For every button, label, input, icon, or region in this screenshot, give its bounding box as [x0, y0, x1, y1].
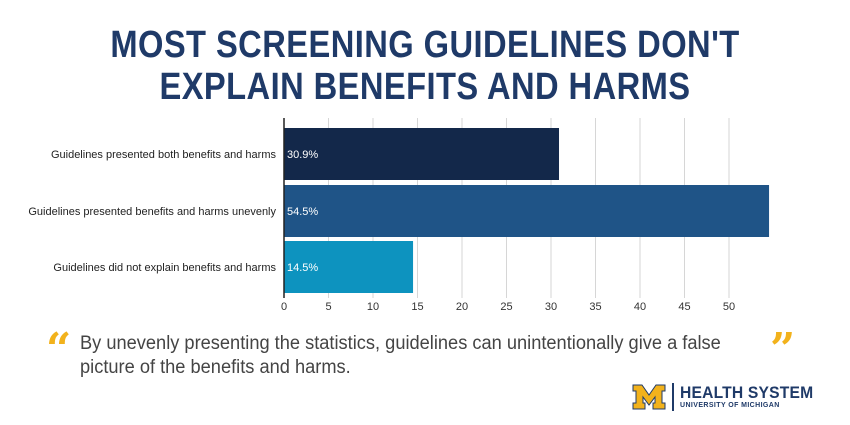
- logo-divider: [672, 383, 674, 411]
- x-tick-label: 35: [589, 301, 601, 313]
- category-label: Guidelines did not explain benefits and …: [53, 262, 276, 274]
- close-quote-icon: ”: [770, 324, 796, 375]
- data-labels: 30.9% 54.5% 14.5%: [287, 149, 318, 274]
- logo-sub-text: UNIVERSITY OF MICHIGAN: [680, 402, 780, 409]
- category-label: Guidelines presented benefits and harms …: [28, 206, 276, 218]
- bar: [284, 185, 770, 237]
- x-tick-label: 40: [634, 301, 646, 313]
- bar: [284, 241, 414, 293]
- logo-main-text: HEALTH SYSTEM: [680, 383, 814, 402]
- open-quote-icon: “: [46, 324, 72, 375]
- data-label: 54.5%: [287, 206, 318, 218]
- bar-chart: 30.9% 54.5% 14.5% Guidelines presented bot…: [28, 118, 770, 313]
- x-tick-label: 10: [367, 301, 379, 313]
- data-label: 14.5%: [287, 262, 318, 274]
- data-label: 30.9%: [287, 149, 318, 161]
- x-tick-label: 20: [456, 301, 468, 313]
- x-tick-label: 15: [411, 301, 423, 313]
- x-tick-label: 50: [723, 301, 735, 313]
- category-labels: Guidelines presented both benefits and h…: [28, 149, 276, 274]
- quote-text: By unevenly presenting the statistics, g…: [80, 333, 721, 378]
- title-line-2: EXPLAIN BENEFITS AND HARMS: [159, 66, 691, 108]
- x-tick-label: 30: [545, 301, 557, 313]
- x-tick-label: 25: [500, 301, 512, 313]
- chart-title: MOST SCREENING GUIDELINES DON'T EXPLAIN …: [60, 24, 791, 108]
- x-tick-labels: 0 5 10 15 20 25 30 35 40 45 50: [281, 301, 735, 313]
- category-label: Guidelines presented both benefits and h…: [51, 149, 277, 161]
- bar: [284, 128, 560, 180]
- x-tick-label: 5: [325, 301, 331, 313]
- x-tick-label: 45: [678, 301, 690, 313]
- bars: [284, 128, 770, 293]
- x-tick-label: 0: [281, 301, 287, 313]
- block-m-icon: [632, 384, 666, 410]
- title-line-1: MOST SCREENING GUIDELINES DON'T: [110, 24, 740, 66]
- quote-block: “ By unevenly presenting the statistics,…: [46, 328, 806, 388]
- michigan-health-system-logo: HEALTH SYSTEM UNIVERSITY OF MICHIGAN: [632, 382, 825, 412]
